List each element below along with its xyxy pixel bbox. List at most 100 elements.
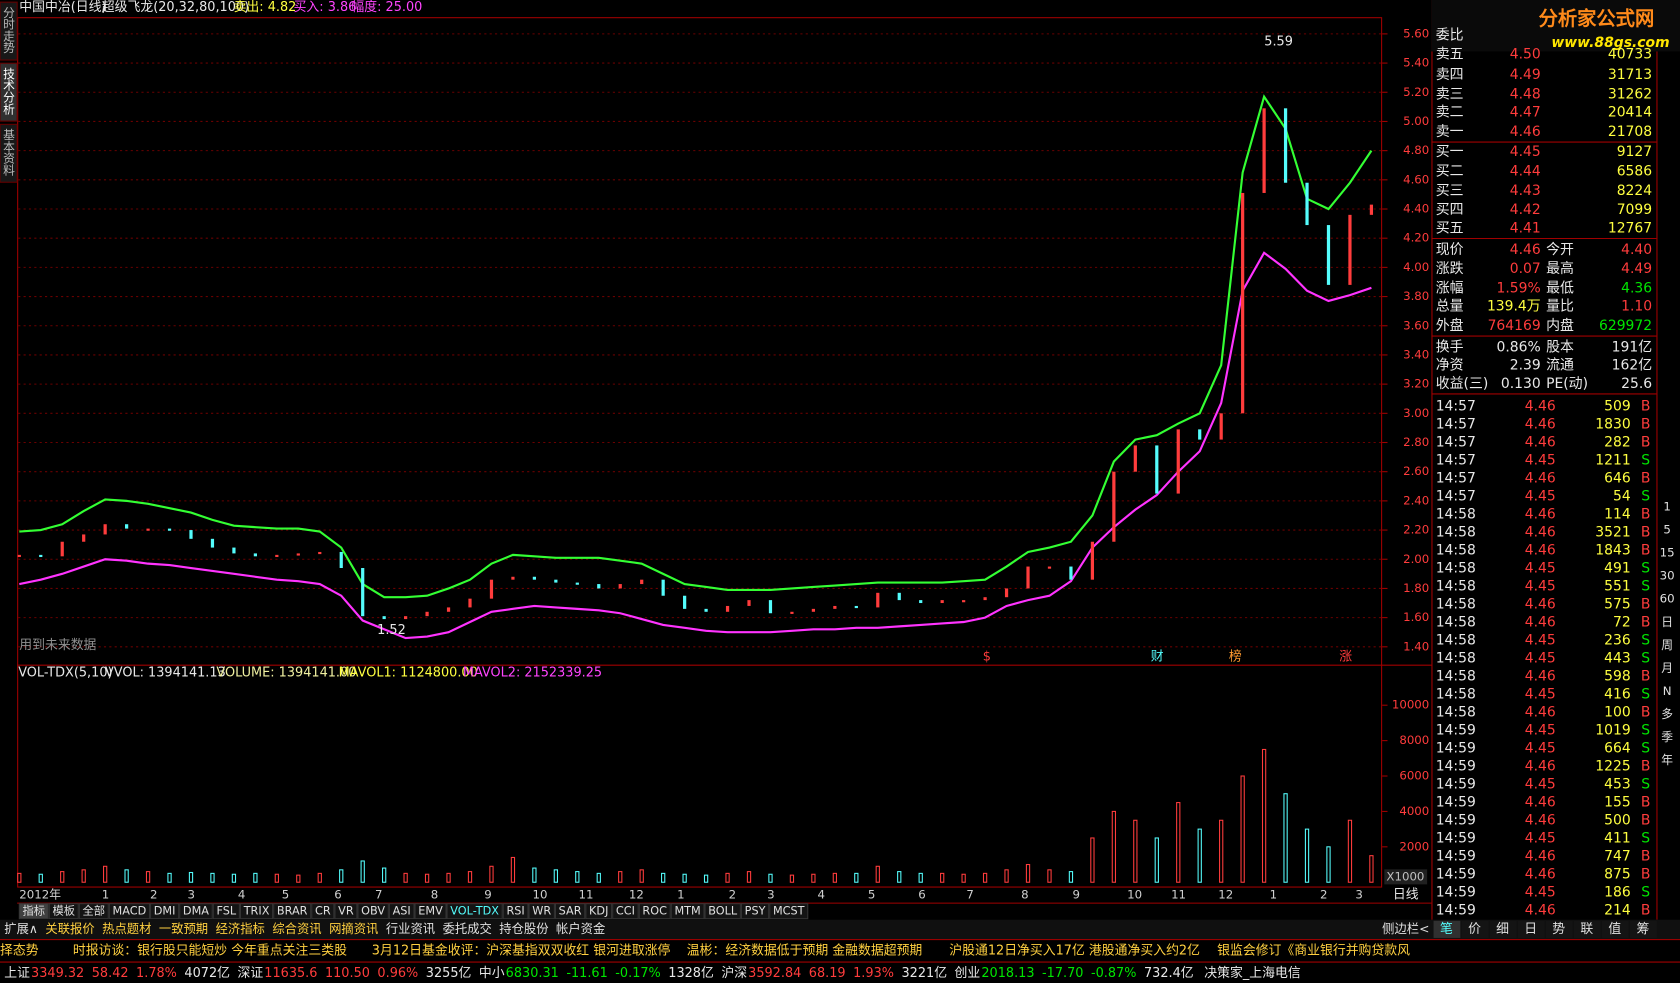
indicator-tab[interactable] (554, 903, 586, 920)
indicator-tab[interactable] (150, 903, 180, 920)
indicator-tab-label[interactable]: ASI (393, 905, 411, 918)
panel-tab[interactable]: 细 (1496, 922, 1509, 937)
indicator-tab[interactable] (388, 903, 415, 920)
panel-tab-bg[interactable] (1461, 920, 1489, 938)
indicator-tab-label[interactable]: 模板 (53, 904, 76, 918)
panel-tab[interactable]: 筹 (1637, 921, 1650, 937)
panel-tab[interactable]: 联 (1580, 922, 1593, 937)
panel-tab-bg[interactable] (1517, 920, 1545, 938)
bottom-tab[interactable]: 热点题材 (102, 922, 151, 936)
side-tab-label[interactable]: 基本资料 (2, 129, 16, 177)
bottom-tab[interactable]: 行业资讯 (386, 922, 435, 936)
period-button[interactable]: 日 (1661, 615, 1673, 629)
side-tab[interactable] (0, 123, 18, 183)
indicator-tab[interactable] (704, 903, 741, 920)
news-item[interactable]: 温彬：经济数据低于预期 金融数据超预期 (687, 942, 923, 958)
indicator-tab[interactable] (446, 903, 503, 920)
indicator-tab[interactable] (311, 903, 335, 920)
indicator-tab-label[interactable]: CCI (616, 905, 635, 918)
panel-tab[interactable]: 笔 (1440, 921, 1453, 937)
panel-tab-bg[interactable] (1545, 920, 1573, 938)
panel-tab[interactable]: 日 (1524, 922, 1537, 937)
bottom-tab[interactable]: 一致预期 (159, 922, 208, 936)
indicator-tab-label[interactable]: PSY (745, 905, 766, 918)
indicator-tab-label[interactable]: MACD (113, 905, 147, 918)
indicator-tab[interactable] (108, 903, 151, 920)
indicator-tab-label[interactable]: KDJ (589, 905, 608, 918)
indicator-tab-label[interactable]: 指标 (23, 904, 46, 918)
news-item[interactable]: 择态势 (0, 942, 39, 958)
period-button[interactable]: 季 (1661, 730, 1673, 744)
indicator-tab[interactable] (414, 903, 447, 920)
period-button[interactable]: 年 (1661, 753, 1673, 767)
indicator-tab-label[interactable]: WR (532, 905, 551, 918)
period-button[interactable]: 5 (1663, 523, 1670, 537)
side-tab-label[interactable]: 技术分析 (2, 68, 16, 116)
indicator-tab[interactable] (670, 903, 705, 920)
indicator-tab-label[interactable]: BOLL (708, 905, 738, 918)
indicator-tab[interactable] (585, 903, 613, 920)
bottom-tab[interactable]: 网摘资讯 (329, 921, 378, 936)
bottom-tab[interactable]: 综合资讯 (272, 921, 321, 936)
news-item[interactable]: 时报访谈：银行股只能短炒 今年重点关注三类股 (73, 942, 347, 958)
indicator-tab-label[interactable]: FSL (217, 905, 237, 918)
indicator-tab-label[interactable]: BRAR (277, 905, 308, 918)
news-item[interactable]: 沪股通12日净买入17亿 港股通净买入约2亿 (949, 943, 1200, 958)
indicator-tab[interactable] (48, 903, 79, 920)
period-button[interactable]: 周 (1661, 638, 1673, 652)
bottom-tab[interactable]: 关联报价 (45, 921, 94, 936)
news-item[interactable]: 银监会修订《商业银行并购贷款风 (1217, 942, 1410, 958)
panel-tab-bg[interactable] (1433, 920, 1461, 938)
side-tab[interactable] (0, 62, 18, 122)
indicator-tab-label[interactable]: RSI (506, 905, 524, 918)
news-item[interactable]: 3月12日基金收评：沪深基指双双收红 银河进取涨停 (372, 942, 671, 958)
indicator-tab[interactable] (239, 903, 274, 920)
indicator-tab[interactable] (528, 903, 555, 920)
period-button[interactable]: 多 (1661, 707, 1673, 721)
indicator-tab[interactable] (357, 903, 389, 920)
bottom-tab[interactable]: 经济指标 (216, 921, 265, 936)
indicator-tab-label[interactable]: MCST (773, 905, 805, 918)
indicator-tab-label[interactable]: ROC (642, 905, 667, 918)
bottom-tab[interactable]: 持仓股份 (499, 921, 548, 936)
indicator-tab-label[interactable]: MTM (674, 905, 700, 918)
indicator-tab[interactable] (502, 903, 529, 920)
indicator-tab-label[interactable]: VOL-TDX (450, 905, 499, 918)
indicator-tab-label[interactable]: SAR (559, 905, 582, 918)
panel-tab[interactable]: 价 (1468, 922, 1481, 937)
bottom-tab[interactable]: 扩展∧ (4, 922, 38, 936)
indicator-tab-label[interactable]: 全部 (83, 904, 106, 918)
period-button[interactable]: 30 (1660, 569, 1675, 583)
indicator-tab[interactable] (769, 903, 809, 920)
panel-tab[interactable]: 值 (1608, 921, 1621, 937)
indicator-tab-label[interactable]: OBV (361, 905, 385, 918)
indicator-tab[interactable] (18, 903, 49, 920)
bottom-tab[interactable]: 帐户资金 (556, 921, 605, 936)
indicator-tab[interactable] (334, 903, 358, 920)
period-button[interactable]: 60 (1660, 592, 1675, 606)
indicator-tab-label[interactable]: EMV (418, 905, 443, 918)
indicator-tab-label[interactable]: DMI (154, 905, 176, 918)
panel-toggle[interactable]: 侧边栏< (1382, 921, 1429, 936)
panel-tab[interactable]: 势 (1552, 921, 1565, 937)
period-button[interactable]: 月 (1661, 661, 1673, 675)
panel-tab-bg[interactable] (1489, 920, 1517, 938)
indicator-tab-label[interactable]: DMA (183, 905, 209, 918)
period-button[interactable]: N (1663, 684, 1672, 698)
indicator-tab[interactable] (612, 903, 639, 920)
side-tab-label[interactable]: 分时走势 (2, 6, 16, 53)
side-tab[interactable] (0, 1, 18, 61)
indicator-tab-label[interactable]: CR (315, 905, 331, 918)
indicator-tab[interactable] (179, 903, 213, 920)
indicator-tab-label[interactable]: TRIX (243, 905, 270, 918)
panel-tab-bg[interactable] (1602, 920, 1629, 938)
indicator-tab[interactable] (740, 903, 770, 920)
bottom-tab[interactable]: 委托成交 (443, 921, 492, 936)
indicator-tab[interactable] (638, 903, 671, 920)
panel-tab-bg[interactable] (1573, 920, 1601, 938)
period-button[interactable]: 15 (1660, 546, 1675, 560)
indicator-tab[interactable] (212, 903, 240, 920)
indicator-tab[interactable] (273, 903, 312, 920)
indicator-tab-label[interactable]: VR (338, 905, 354, 918)
panel-tab-bg[interactable] (1630, 920, 1657, 938)
